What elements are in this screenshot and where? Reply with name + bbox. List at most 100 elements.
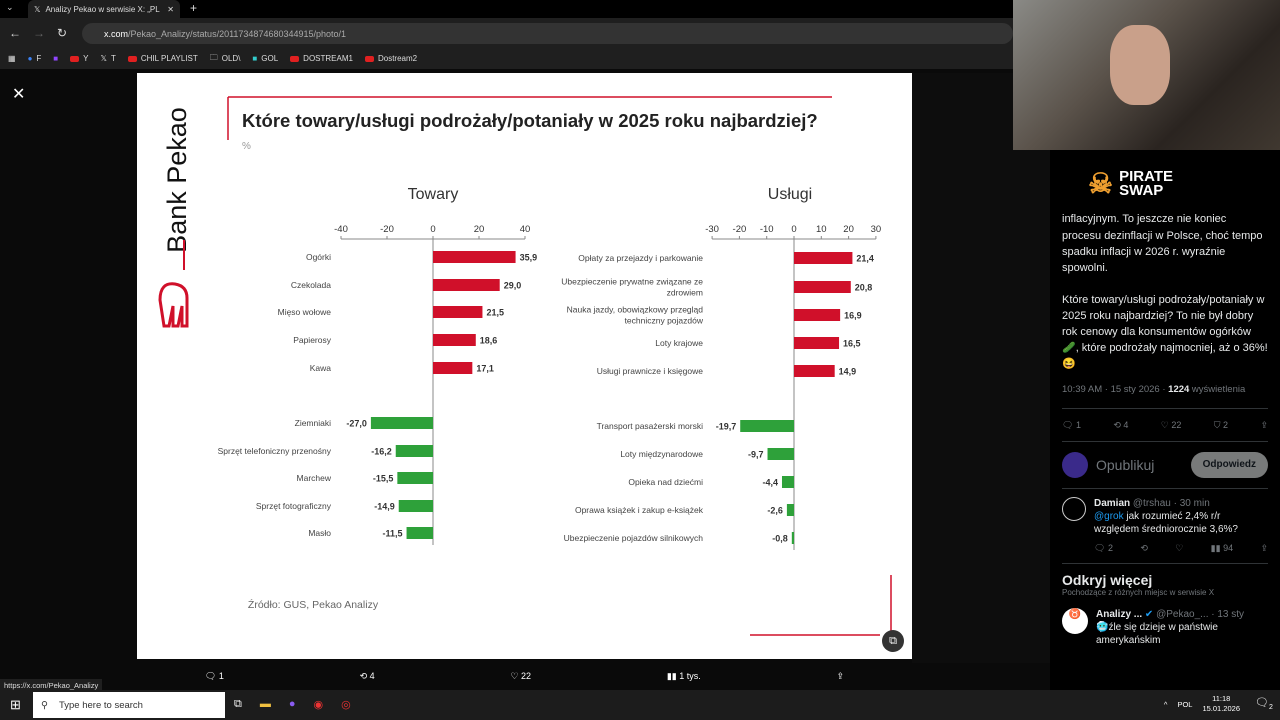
data-label: 16,5 <box>843 339 861 349</box>
new-tab-button[interactable]: + <box>190 1 198 15</box>
category-label: Czekolada <box>291 280 331 290</box>
repost-button[interactable]: ⟲ 4 <box>1113 420 1129 430</box>
language-indicator[interactable]: POL <box>1177 699 1193 709</box>
category-label: Opłaty za przejazdy i parkowanie <box>578 253 703 263</box>
streamer-face <box>1110 25 1170 105</box>
chrome-icon[interactable]: ◉ <box>313 699 324 711</box>
file-explorer-icon[interactable]: ▬ <box>259 698 271 710</box>
reply-input[interactable]: Opublikuj <box>1096 457 1155 473</box>
category-label: Transport pasażerski morski <box>597 421 704 431</box>
photo-action-bar: 🗨 1 ⟲ 4 ♡ 22 ▮▮ 1 tys. ⇪ <box>137 665 912 687</box>
category-label: Kawa <box>310 363 332 373</box>
reload-icon[interactable]: ↻ <box>57 26 68 40</box>
views-action[interactable]: ▮▮ 1 tys. <box>666 670 701 681</box>
reply-button[interactable]: 🗨 1 <box>1062 420 1081 430</box>
share-icon[interactable]: ⇪ <box>836 670 845 681</box>
browser-tab[interactable]: 𝕏 Analizy Pekao w serwisie X: „PL ✕ <box>28 0 180 18</box>
tray-chevron-icon[interactable]: ^ <box>1163 699 1168 709</box>
bar <box>433 362 473 374</box>
like-action[interactable]: ♡ 22 <box>510 670 532 681</box>
data-label: 17,1 <box>476 364 494 374</box>
system-tray: ^ POL 11:18 15.01.2026 <box>1164 694 1240 714</box>
tab-search-icon[interactable]: ⌄ <box>6 2 14 12</box>
reply-icon[interactable]: 🗨 2 <box>1094 543 1113 553</box>
task-view-icon[interactable]: ⧉ <box>234 698 242 710</box>
clock[interactable]: 11:18 15.01.2026 <box>1202 694 1240 713</box>
data-label: 21,5 <box>486 308 504 318</box>
reply-tweet[interactable]: Damian @trshau · 30 min @grok jak rozumi… <box>1062 489 1268 564</box>
bar <box>781 476 794 488</box>
bar <box>786 504 794 516</box>
bookmark-button[interactable]: ⛉ 2 <box>1213 420 1229 430</box>
category-label: Loty krajowe <box>655 338 703 348</box>
data-label: -15,5 <box>373 474 394 484</box>
notifications-icon[interactable]: 🗨2 <box>1255 697 1273 712</box>
address-bar[interactable]: x.com/Pekao_Analizy/status/2011734874680… <box>82 23 1013 44</box>
category-label: Nauka jazdy, obowiązkowy przegląd <box>567 305 704 315</box>
bookmark-dostream1[interactable]: DOSTREAM1 <box>290 54 353 63</box>
bar <box>433 279 500 291</box>
category-label: Ubezpieczenie pojazdów silnikowych <box>564 533 704 543</box>
app-icon[interactable]: ◎ <box>341 699 351 711</box>
tick-label: 20 <box>474 224 485 235</box>
app-icon[interactable]: ● <box>288 698 296 710</box>
like-button[interactable]: ♡ 22 <box>1160 420 1182 430</box>
repost-icon[interactable]: ⟲ <box>1140 543 1148 553</box>
share-icon[interactable]: ⇪ <box>1260 543 1268 553</box>
bar <box>794 337 840 349</box>
x-favicon-icon: 𝕏 <box>34 4 41 14</box>
discover-tweet[interactable]: ♉ Analizy ... ✔ @Pekao_... · 13 sty 🥶źle … <box>1062 608 1268 647</box>
close-tab-icon[interactable]: ✕ <box>167 4 174 14</box>
bar <box>794 365 835 377</box>
share-button[interactable]: ⇪ <box>1260 420 1268 430</box>
tweet-meta: 10:39 AM · 15 sty 2026 · 1224 wyświetlen… <box>1062 384 1246 395</box>
forward-icon[interactable]: → <box>33 26 45 40</box>
alt-text-icon[interactable]: ⧉ <box>882 630 904 652</box>
taskbar-apps: ⧉ ▬ ● ◉ ◎ <box>234 698 351 711</box>
tick-label: 40 <box>520 224 531 235</box>
reply-action[interactable]: 🗨 1 <box>204 670 224 681</box>
category-label: Marchew <box>297 473 332 483</box>
like-icon[interactable]: ♡ <box>1175 543 1184 553</box>
bookmark-dostream2[interactable]: Dostream2 <box>364 54 417 63</box>
apps-icon[interactable]: ▦ <box>8 54 16 63</box>
bookmark-twitch[interactable]: ■ <box>53 54 59 63</box>
close-viewer-icon[interactable]: ✕ <box>12 86 26 103</box>
category-label: zdrowiem <box>667 288 703 298</box>
windows-start-icon[interactable]: ⊞ <box>10 697 21 712</box>
data-label: -16,2 <box>371 447 392 457</box>
tick-label: -10 <box>760 224 774 235</box>
source-note: Źródło: GUS, Pekao Analizy <box>248 598 379 611</box>
discover-subtitle: Pochodzące z różnych miejsc w serwisie X <box>1062 588 1215 597</box>
data-label: 29,0 <box>504 281 522 291</box>
taskbar-search[interactable]: ⚲ Type here to search <box>33 692 225 718</box>
bar <box>433 306 483 318</box>
bookmark-folder-old[interactable]: 🗀 OLD\ <box>209 52 241 64</box>
bookmark-gol[interactable]: ■ GOL <box>252 54 279 63</box>
category-label: Mięso wołowe <box>278 307 332 317</box>
pirate-icon: ☠ <box>1088 168 1114 199</box>
category-label: Ubezpieczenie prywatne związane ze <box>561 277 703 287</box>
chart-title: Które towary/usługi podrożały/potaniały … <box>242 110 818 131</box>
bookmark-youtube[interactable]: Y <box>70 54 88 63</box>
back-icon[interactable]: ← <box>9 26 21 40</box>
reply-submit-button[interactable]: Odpowiedz <box>1190 452 1268 478</box>
mention-link[interactable]: @grok <box>1094 511 1124 522</box>
repost-action[interactable]: ⟲ 4 <box>359 670 375 681</box>
panel-title: Towary <box>408 186 459 203</box>
data-label: 14,9 <box>839 367 857 377</box>
bookmark-chil-playlist[interactable]: CHIL PLAYLIST <box>127 54 198 63</box>
data-label: -19,7 <box>716 422 737 432</box>
data-label: 16,9 <box>844 311 862 321</box>
category-label: Papierosy <box>293 335 332 345</box>
data-label: -2,6 <box>767 506 783 516</box>
search-icon: ⚲ <box>41 699 48 711</box>
bookmark-facebook[interactable]: ● F <box>27 54 42 63</box>
category-label: Ziemniaki <box>295 418 331 428</box>
tick-label: 0 <box>430 224 435 235</box>
data-label: 35,9 <box>520 253 538 263</box>
views-icon[interactable]: ▮▮ 94 <box>1210 543 1234 553</box>
dimmed-background-page <box>912 73 1050 663</box>
